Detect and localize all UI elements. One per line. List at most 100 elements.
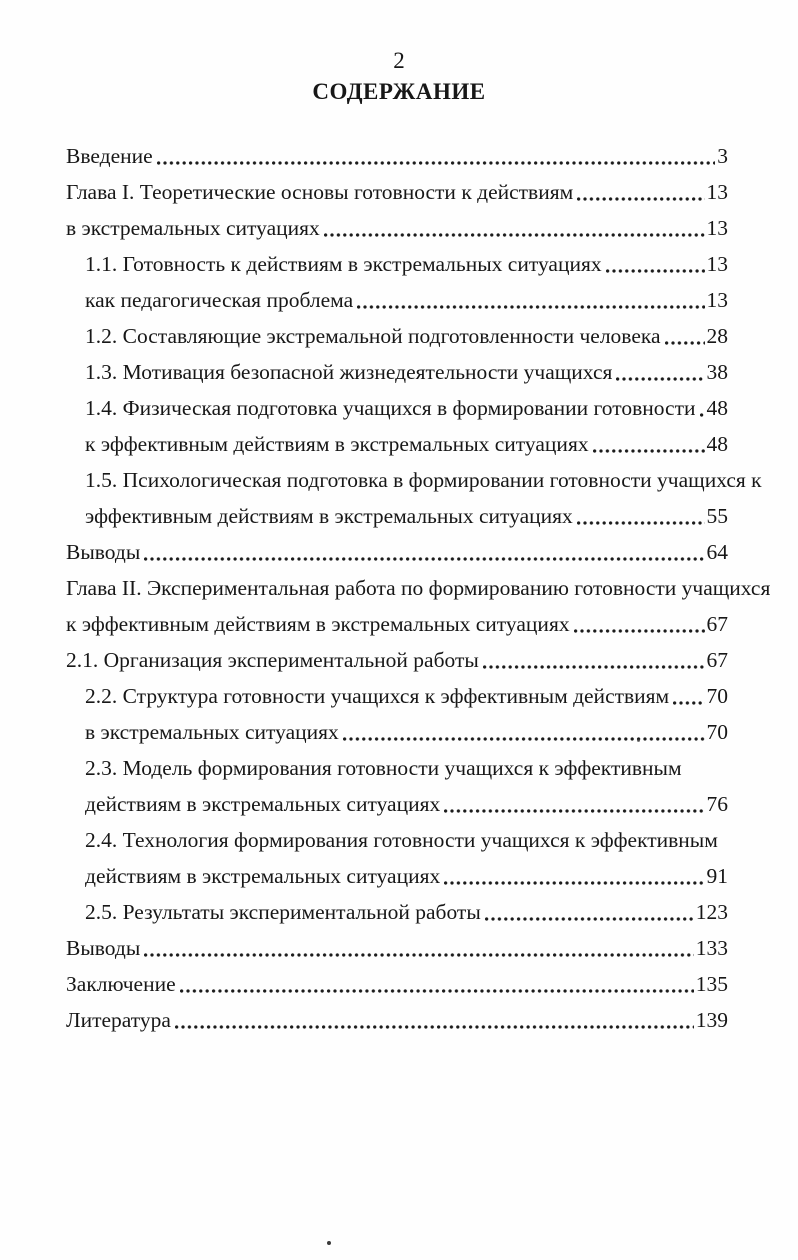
dot-leader	[140, 534, 706, 570]
toc-entry-text: действиям в экстремальных ситуациях	[85, 864, 441, 888]
toc-entry-text: 1.2. Составляющие экстремальной подготов…	[85, 324, 661, 348]
dot-leader	[320, 210, 707, 246]
toc-row: Литература 139	[66, 1002, 728, 1038]
toc-entry-page-number: 70	[706, 720, 729, 744]
toc-row: эффективным действиям в экстремальных си…	[66, 498, 728, 534]
toc-entry-page-number: 91	[706, 864, 729, 888]
dot-leader	[573, 498, 707, 534]
toc-row: 2.2. Структура готовности учащихся к эфф…	[66, 678, 728, 714]
dot-leader	[440, 858, 706, 894]
toc-row: Заключение 135	[66, 966, 728, 1002]
dot-leader	[140, 930, 695, 966]
dot-leader	[176, 966, 696, 1002]
toc-row: Глава I. Теоретические основы готовности…	[66, 174, 728, 210]
dot-leader	[612, 354, 706, 390]
toc-entry-page-number: 67	[706, 612, 729, 636]
table-of-contents: Введение 3 Глава I. Теоретические основы…	[66, 138, 770, 1038]
toc-row: Введение 3	[66, 138, 728, 174]
toc-entry-text: 2.4. Технология формирования готовности …	[85, 828, 718, 852]
toc-entry-text: в экстремальных ситуациях	[66, 216, 320, 240]
toc-entry-page-number: 48	[706, 396, 729, 420]
dot-leader	[696, 390, 707, 426]
toc-row: 2.3. Модель формирования готовности учащ…	[66, 750, 728, 786]
toc-row: действиям в экстремальных ситуациях 91	[66, 858, 728, 894]
toc-entry-text: Глава II. Экспериментальная работа по фо…	[66, 576, 771, 600]
dot-leader	[602, 246, 707, 282]
toc-entry-text: 2.5. Результаты экспериментальной работы	[85, 900, 481, 924]
page-title: СОДЕРЖАНИЕ	[312, 79, 486, 104]
toc-entry-text: действиям в экстремальных ситуациях	[85, 792, 441, 816]
toc-row: в экстремальных ситуациях 13	[66, 210, 728, 246]
toc-entry-page-number: 13	[706, 288, 729, 312]
toc-row: 1.5. Психологическая подготовка в формир…	[66, 462, 762, 498]
toc-entry-text: в экстремальных ситуациях	[85, 720, 339, 744]
dot-leader	[718, 822, 728, 858]
toc-entry-page-number: 3	[717, 144, 728, 168]
dot-leader	[573, 174, 706, 210]
dot-leader	[481, 894, 696, 930]
toc-entry-text: Глава I. Теоретические основы готовности…	[66, 180, 574, 204]
toc-entry-page-number: 55	[706, 504, 729, 528]
dot-leader	[589, 426, 707, 462]
dot-leader	[339, 714, 707, 750]
toc-entry-page-number: 13	[706, 180, 729, 204]
toc-entry-text: 2.3. Модель формирования готовности учащ…	[85, 756, 682, 780]
toc-entry-page-number: 135	[695, 972, 728, 996]
dot-leader	[770, 570, 776, 606]
toc-entry-text: к эффективным действиям в экстремальных …	[66, 612, 570, 636]
dot-leader	[669, 678, 706, 714]
toc-entry-page-number: 64	[706, 540, 729, 564]
dot-leader	[479, 642, 707, 678]
toc-entry-text: 2.1. Организация экспериментальной работ…	[66, 648, 479, 672]
toc-row: 2.5. Результаты экспериментальной работы…	[66, 894, 728, 930]
toc-row: в экстремальных ситуациях 70	[66, 714, 728, 750]
toc-entry-text: Литература	[66, 1008, 171, 1032]
toc-row: как педагогическая проблема 13	[66, 282, 728, 318]
toc-entry-text: 2.2. Структура готовности учащихся к эфф…	[85, 684, 670, 708]
toc-entry-page-number: 13	[706, 252, 729, 276]
dot-leader	[440, 786, 706, 822]
page-number: 2	[393, 48, 405, 73]
toc-row: 1.2. Составляющие экстремальной подготов…	[66, 318, 728, 354]
toc-entry-text: Выводы	[66, 936, 141, 960]
toc-entry-page-number: 38	[706, 360, 729, 384]
toc-entry-text: Выводы	[66, 540, 141, 564]
toc-entry-text: 1.3. Мотивация безопасной жизнедеятельно…	[85, 360, 613, 384]
page-header: 2 СОДЕРЖАНИЕ	[0, 46, 798, 108]
toc-entry-page-number: 70	[706, 684, 729, 708]
toc-row: действиям в экстремальных ситуациях 76	[66, 786, 728, 822]
dot-leader	[661, 318, 707, 354]
toc-entry-text: к эффективным действиям в экстремальных …	[85, 432, 589, 456]
dot-leader	[762, 462, 768, 498]
toc-row: Выводы 133	[66, 930, 728, 966]
toc-entry-page-number: 28	[706, 324, 729, 348]
toc-entry-page-number: 76	[706, 792, 729, 816]
toc-row: к эффективным действиям в экстремальных …	[66, 606, 728, 642]
toc-row: 2.1. Организация экспериментальной работ…	[66, 642, 728, 678]
toc-entry-page-number: 123	[695, 900, 728, 924]
toc-entry-text: 1.1. Готовность к действиям в экстремаль…	[85, 252, 602, 276]
toc-entry-text: Введение	[66, 144, 153, 168]
toc-entry-text: Заключение	[66, 972, 176, 996]
toc-entry-text: 1.5. Психологическая подготовка в формир…	[85, 468, 762, 492]
toc-row: Глава II. Экспериментальная работа по фо…	[66, 570, 770, 606]
dot-leader	[171, 1002, 696, 1038]
toc-row: 1.3. Мотивация безопасной жизнедеятельно…	[66, 354, 728, 390]
toc-entry-page-number: 139	[695, 1008, 728, 1032]
dot-leader	[353, 282, 706, 318]
toc-row: 1.1. Готовность к действиям в экстремаль…	[66, 246, 728, 282]
toc-entry-page-number: 67	[706, 648, 729, 672]
scan-speck	[327, 1241, 331, 1245]
toc-entry-page-number: 133	[695, 936, 728, 960]
toc-row: 1.4. Физическая подготовка учащихся в фо…	[66, 390, 728, 426]
toc-entry-page-number: 48	[706, 432, 729, 456]
toc-row: к эффективным действиям в экстремальных …	[66, 426, 728, 462]
toc-row: Выводы 64	[66, 534, 728, 570]
scan-speck	[637, 739, 640, 742]
toc-entry-page-number: 13	[706, 216, 729, 240]
toc-entry-text: как педагогическая проблема	[85, 288, 354, 312]
toc-row: 2.4. Технология формирования готовности …	[66, 822, 728, 858]
toc-entry-text: эффективным действиям в экстремальных си…	[85, 504, 573, 528]
toc-entry-text: 1.4. Физическая подготовка учащихся в фо…	[85, 396, 696, 420]
